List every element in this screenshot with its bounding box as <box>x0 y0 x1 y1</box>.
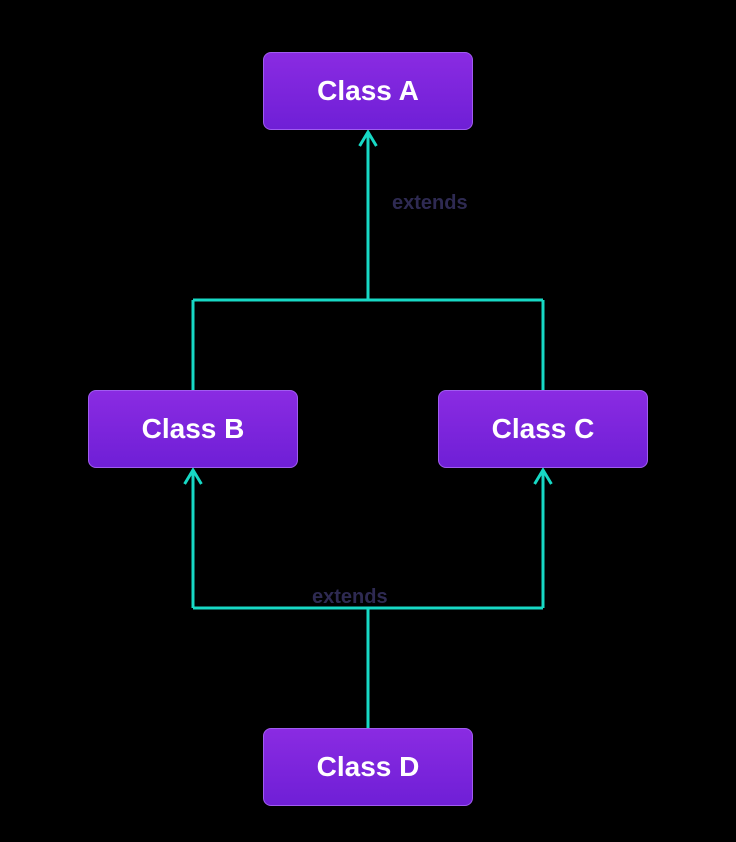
edge-label-top: extends <box>392 192 468 215</box>
class-node-a: Class A <box>263 52 473 130</box>
class-node-c: Class C <box>438 390 648 468</box>
class-node-label: Class D <box>317 751 420 783</box>
class-node-label: Class B <box>142 413 245 445</box>
class-node-label: Class A <box>317 75 419 107</box>
class-node-d: Class D <box>263 728 473 806</box>
class-node-b: Class B <box>88 390 298 468</box>
edge-label-bottom: extends <box>312 586 388 609</box>
inheritance-diagram: Class A Class B Class C Class D extends … <box>0 0 736 842</box>
class-node-label: Class C <box>492 413 595 445</box>
